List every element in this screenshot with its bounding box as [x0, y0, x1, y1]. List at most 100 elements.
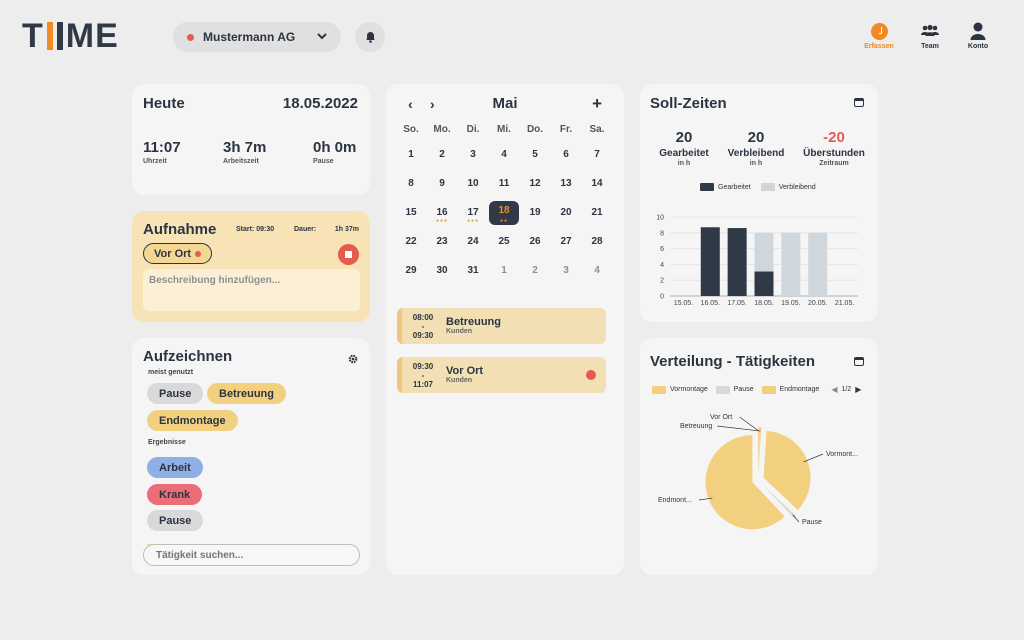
legend-next-icon[interactable]: ▶: [855, 385, 862, 394]
activity-search-input[interactable]: [143, 544, 360, 566]
current-activity-pill[interactable]: Vor Ort: [143, 243, 213, 264]
calendar-day[interactable]: 1: [408, 149, 414, 160]
calendar-day[interactable]: 27: [560, 236, 572, 247]
chip-arbeit[interactable]: Arbeit: [147, 457, 203, 478]
calendar-day[interactable]: 8: [408, 178, 414, 189]
calendar-day-selected[interactable]: 18: [489, 201, 519, 225]
calendar-day[interactable]: 24: [467, 236, 479, 247]
prev-month-button[interactable]: ‹: [408, 96, 413, 112]
calendar-day[interactable]: 10: [467, 178, 479, 189]
add-event-button[interactable]: +: [592, 94, 602, 113]
pie-label: Pause: [802, 519, 822, 526]
legend-swatch-remaining: [760, 183, 775, 191]
bar-gearbeitet[interactable]: [700, 227, 720, 296]
calendar-day[interactable]: 14: [591, 178, 603, 189]
calendar-day[interactable]: 3: [470, 149, 476, 160]
pie-label: Vormont...: [826, 451, 858, 458]
calendar-day[interactable]: 22: [405, 236, 417, 247]
chip-pause[interactable]: Pause: [147, 383, 204, 404]
chevron-down-icon: [317, 31, 327, 43]
calendar-day[interactable]: 3: [563, 265, 569, 276]
calendar-day[interactable]: 4: [594, 265, 600, 276]
bar-gearbeitet[interactable]: [727, 228, 747, 296]
pie-label: Endmont...: [658, 497, 692, 504]
calendar-day[interactable]: 19: [529, 207, 541, 218]
event-name: Betreuung: [446, 316, 501, 328]
calendar-day[interactable]: 26: [529, 236, 541, 247]
sz-worked: 20 Gearbeitet in h: [644, 129, 724, 167]
sz-overtime: -20 Überstunden Zeitraum: [794, 129, 874, 167]
calendar-day[interactable]: 2: [439, 149, 445, 160]
nav-konto-label: Konto: [967, 43, 989, 50]
calendar-day[interactable]: 23: [436, 236, 448, 247]
event-time: 08:00 - 09:30: [410, 313, 436, 340]
calendar-day[interactable]: 16: [436, 207, 448, 218]
company-name: Mustermann AG: [203, 30, 296, 44]
event-name: Vor Ort: [446, 365, 484, 377]
pie-leader-line: [792, 514, 800, 523]
chip-pause-result[interactable]: Pause: [147, 510, 204, 531]
calendar-day[interactable]: 6: [563, 149, 569, 160]
stat-worktime-label: Arbeitszeit: [223, 158, 259, 165]
stat-pause-label: Pause: [313, 158, 334, 165]
legend-swatch-endmontage: [761, 385, 776, 394]
bar-gearbeitet[interactable]: [754, 271, 774, 296]
bar-verbleibend[interactable]: [781, 232, 801, 296]
description-input[interactable]: Beschreibung hinzufügen...: [143, 269, 360, 311]
stop-recording-button[interactable]: [338, 244, 359, 265]
event-betreuung[interactable]: 08:00 - 09:30 Betreuung Kunden: [397, 308, 606, 344]
calendar-day[interactable]: 5: [532, 149, 538, 160]
pie-slice-vormontage[interactable]: [763, 430, 811, 510]
calendar-day[interactable]: 7: [594, 149, 600, 160]
calendar-icon[interactable]: [854, 98, 864, 107]
list-fade: [132, 534, 370, 544]
gear-icon[interactable]: [348, 351, 358, 369]
calendar-day[interactable]: 12: [529, 178, 541, 189]
calendar-header: ‹ › Mai +: [386, 94, 624, 114]
calendar-day[interactable]: 28: [591, 236, 603, 247]
calendar-day[interactable]: 17: [467, 207, 479, 218]
calendar-day[interactable]: 4: [501, 149, 507, 160]
pie-slice-endmontage[interactable]: [705, 435, 785, 530]
y-tick-label: 4: [660, 262, 664, 269]
target-times-title: Soll-Zeiten: [650, 95, 727, 112]
calendar-day[interactable]: 31: [467, 265, 479, 276]
bar-verbleibend[interactable]: [808, 232, 828, 296]
calendar-day[interactable]: 15: [405, 207, 417, 218]
event-end: 09:30: [412, 331, 434, 340]
logo[interactable]: T ME: [22, 19, 119, 53]
calendar-day[interactable]: 13: [560, 178, 572, 189]
nav-erfassen[interactable]: Erfassen: [856, 22, 902, 50]
notifications-button[interactable]: [355, 22, 385, 52]
event-vor-ort[interactable]: 09:30 - 11:07 Vor Ort Kunden: [397, 357, 606, 393]
chip-endmontage[interactable]: Endmontage: [147, 410, 238, 431]
company-status-dot: [187, 33, 194, 41]
x-tick-label: 17.05.: [727, 300, 747, 307]
company-selector[interactable]: Mustermann AG: [173, 22, 341, 52]
calendar-day[interactable]: 20: [560, 207, 572, 218]
chip-krank[interactable]: Krank: [147, 484, 203, 505]
calendar-day[interactable]: 30: [436, 265, 448, 276]
legend-prev-icon[interactable]: ◀: [831, 385, 838, 394]
calendar-day[interactable]: 1: [501, 265, 507, 276]
pie-slice-vor-ort[interactable]: [758, 427, 760, 475]
calendar-day[interactable]: 9: [439, 178, 445, 189]
pie-slice-betreuung[interactable]: [758, 427, 762, 475]
nav-konto[interactable]: Konto: [955, 22, 1001, 50]
next-month-button[interactable]: ›: [430, 96, 435, 112]
calendar-day[interactable]: 2: [532, 265, 538, 276]
distribution-card: Verteilung - Tätigkeiten Vormontage Paus…: [640, 338, 878, 575]
results-label: Ergebnisse: [148, 439, 186, 446]
bar-verbleibend[interactable]: [754, 232, 774, 272]
calendar-day[interactable]: 11: [498, 178, 510, 189]
calendar-day[interactable]: 21: [591, 207, 603, 218]
calendar-icon[interactable]: [854, 357, 864, 366]
calendar-day[interactable]: 29: [405, 265, 417, 276]
calendar-day[interactable]: 25: [498, 236, 510, 247]
chip-betreuung[interactable]: Betreuung: [207, 383, 286, 404]
legend-endmontage: Endmontage: [779, 386, 820, 393]
pie-slice-pause[interactable]: [762, 484, 797, 519]
x-tick-label: 15.05.: [674, 300, 694, 307]
nav-team[interactable]: Team: [907, 22, 953, 50]
nav-team-label: Team: [921, 43, 939, 50]
